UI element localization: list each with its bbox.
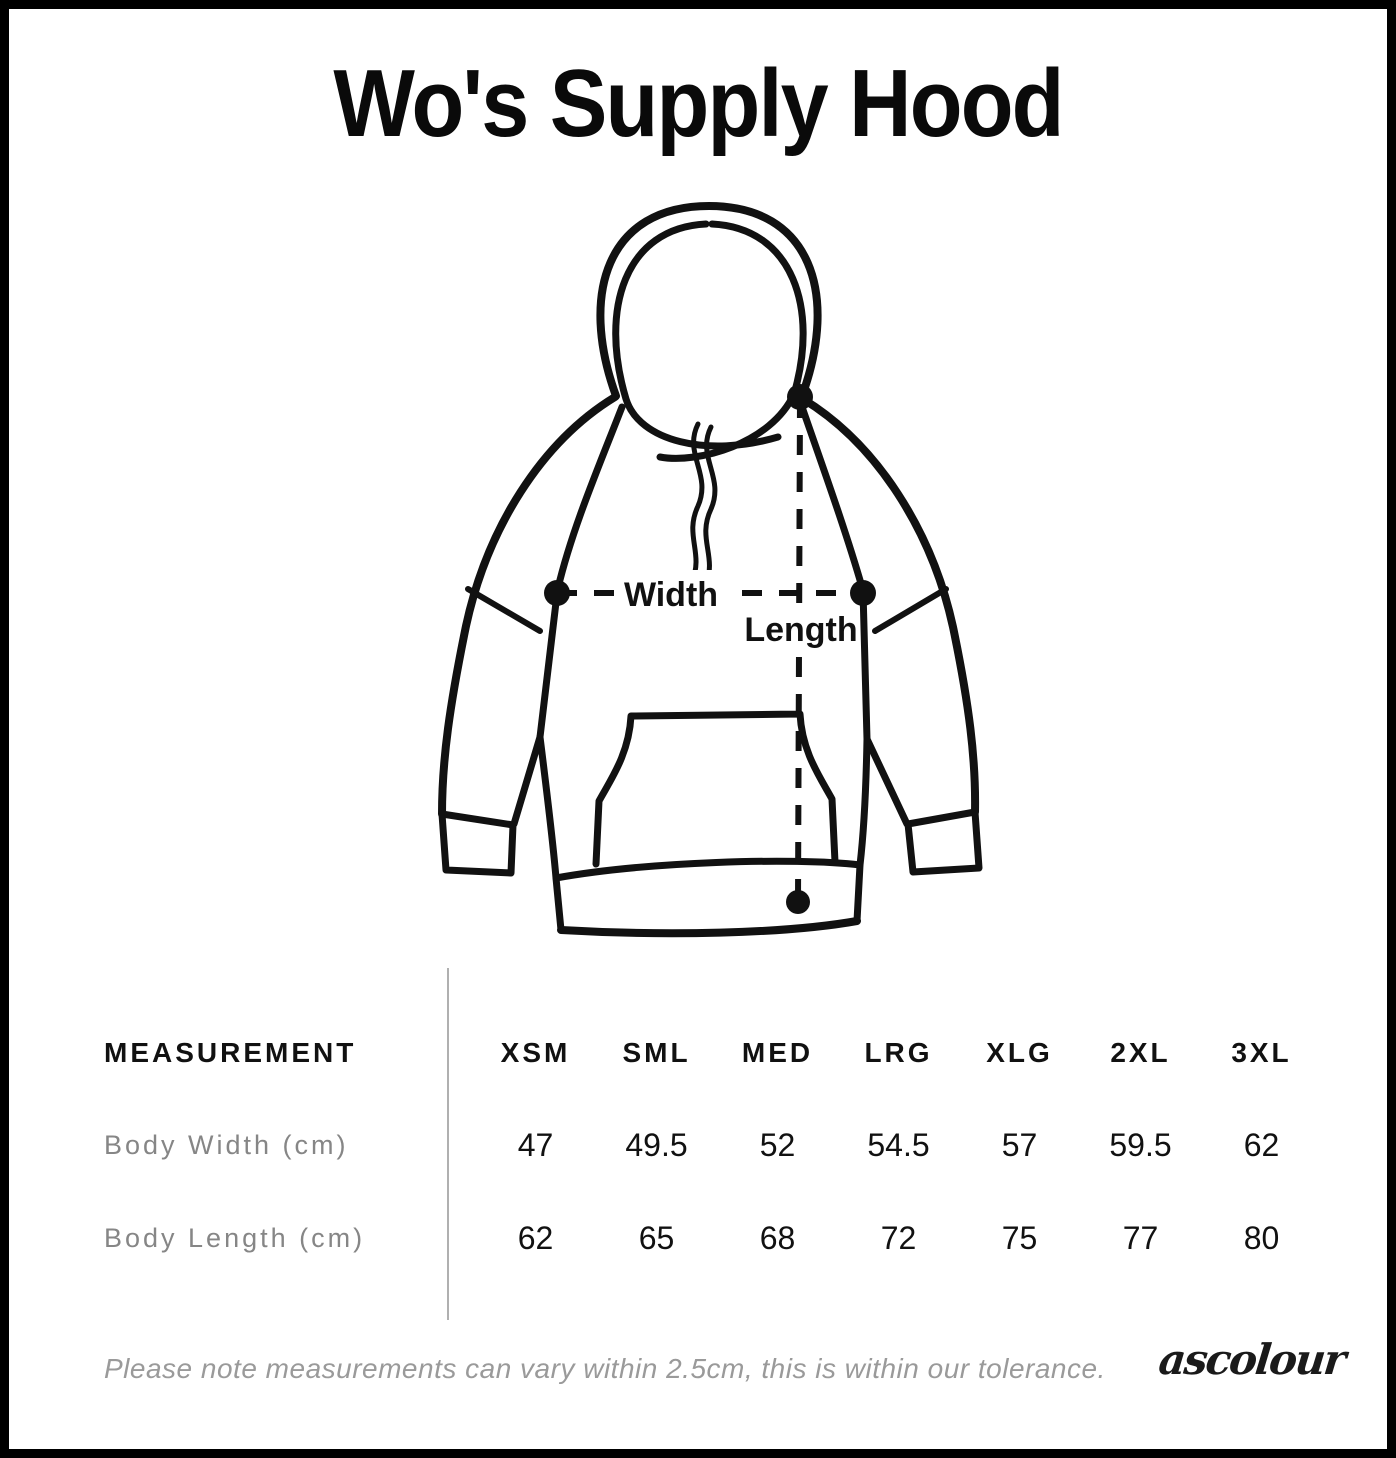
sleeve-outer-right [799, 395, 980, 816]
body-width-3xl: 62 [1243, 1127, 1280, 1163]
cuff-left [438, 810, 517, 877]
sleeve-inner-right [863, 735, 911, 828]
armpit-line-left [536, 590, 561, 741]
column-header-3xl: 3XL [1231, 1036, 1292, 1068]
body-length-xsm: 62 [517, 1220, 554, 1256]
hood-inner-right-line [656, 220, 807, 462]
ascolour-logo: ascolour [1156, 1335, 1347, 1384]
length-label: Length [744, 611, 857, 649]
width-label: Width [624, 576, 718, 614]
body-width-2xl: 59.5 [1109, 1127, 1172, 1163]
row-label-body-width: Body Width (cm) [104, 1130, 349, 1160]
body-side-left [536, 733, 560, 882]
body-length-2xl: 77 [1122, 1220, 1159, 1256]
underarm-seam-left [465, 586, 543, 634]
size-table: MEASUREMENT XSM SML MED LRG XLG 2XL 3XL … [104, 1006, 1322, 1285]
raglan-seam-left [554, 403, 626, 592]
underarm-seam-right [872, 586, 949, 634]
cuff-right [904, 808, 983, 876]
body-width-xsm: 47 [517, 1127, 554, 1163]
hoodie-diagram: Width Length [429, 194, 989, 959]
body-width-lrg: 54.5 [867, 1127, 930, 1163]
hem-band-bottom [557, 917, 861, 938]
width-dot-left [544, 580, 570, 606]
column-header-lrg: LRG [864, 1036, 933, 1068]
body-length-xlg: 75 [1001, 1220, 1038, 1256]
length-dot-top [787, 384, 813, 410]
drawstring-left [689, 421, 705, 585]
row-label-body-length: Body Length (cm) [104, 1223, 366, 1253]
length-measure-line [795, 397, 803, 903]
page-title: Wo's Supply Hood [333, 50, 1064, 157]
drawstring-right [703, 424, 718, 588]
column-header-xlg: XLG [986, 1036, 1053, 1068]
body-width-sml: 49.5 [625, 1127, 688, 1163]
width-label-backing [615, 570, 727, 616]
column-header-xsm: XSM [500, 1036, 571, 1068]
hood-inner-left-line [612, 220, 782, 450]
column-header-2xl: 2XL [1110, 1036, 1171, 1068]
tolerance-note: Please note measurements can vary within… [104, 1353, 1106, 1384]
length-label-backing [743, 608, 859, 652]
column-header-med: MED [741, 1036, 814, 1068]
hoodie-illustration: Width Length [438, 202, 983, 938]
raglan-seam-right [797, 400, 866, 591]
width-dot-right [850, 580, 876, 606]
armpit-line-right [859, 587, 871, 743]
sleeve-inner-left [510, 733, 544, 828]
kangaroo-pocket [592, 710, 839, 868]
length-dot-bottom [786, 890, 810, 914]
column-header-sml: SML [622, 1036, 691, 1068]
body-length-lrg: 72 [880, 1220, 917, 1256]
sleeve-outer-left [438, 393, 619, 818]
hood-outer-line [596, 202, 822, 400]
column-header-measurement: MEASUREMENT [104, 1036, 357, 1068]
body-side-right [856, 735, 871, 869]
body-length-sml: 65 [638, 1220, 675, 1256]
body-length-med: 68 [759, 1220, 796, 1256]
body-width-med: 52 [759, 1127, 796, 1163]
table-divider-line [447, 968, 449, 1320]
hem-band-top [552, 857, 864, 934]
body-width-xlg: 57 [1001, 1127, 1038, 1163]
body-length-3xl: 80 [1243, 1220, 1280, 1256]
